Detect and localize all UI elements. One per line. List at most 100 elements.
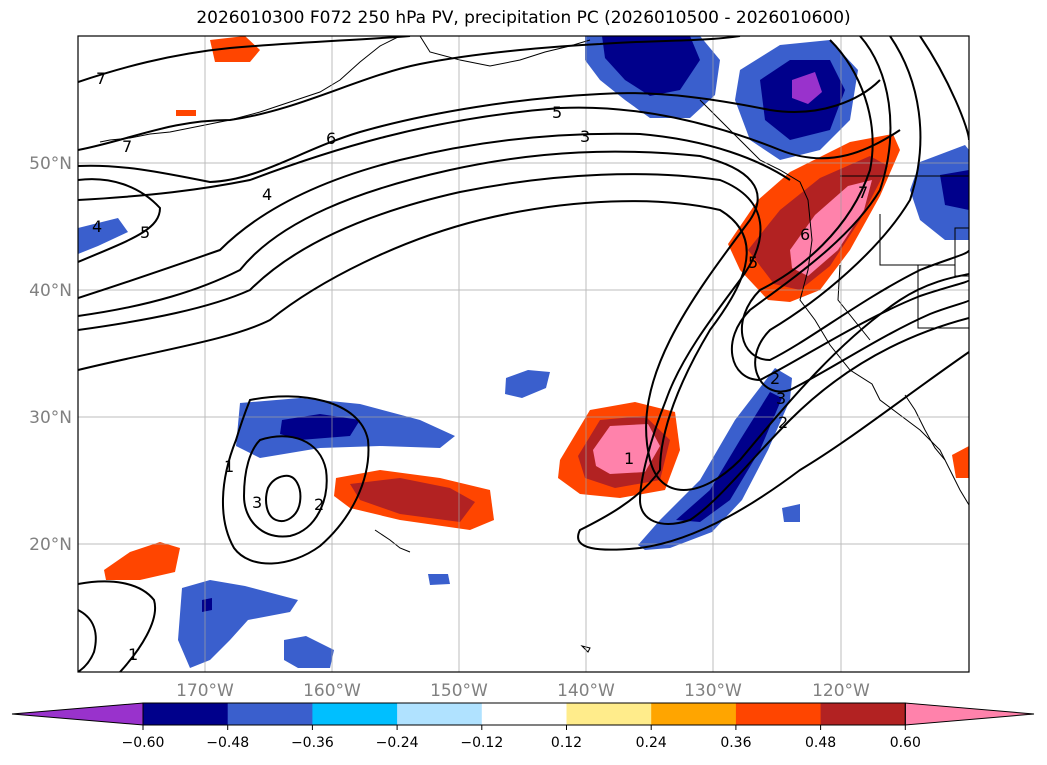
pv-contour-labels: 7 7 6 5 5 4 4 3 3 2 2 1 1 1 6 7 5 3 2 bbox=[92, 69, 868, 664]
map-title: 2026010300 F072 250 hPa PV, precipitatio… bbox=[196, 8, 851, 28]
pv-contour-7 bbox=[78, 36, 411, 83]
colorbar-tick-label: 0.12 bbox=[551, 735, 582, 751]
coastlines bbox=[99, 36, 969, 653]
colorbar-extend-low bbox=[11, 702, 144, 726]
pv-label-5-right: 5 bbox=[748, 253, 758, 272]
colorbar-tick-label: −0.48 bbox=[206, 735, 249, 751]
pv-contour-5 bbox=[78, 106, 901, 263]
colorbar-outline bbox=[142, 702, 906, 726]
pv-contour-sw-2 bbox=[78, 609, 97, 672]
pv-label-7-top: 7 bbox=[96, 69, 106, 88]
colorbar-segment bbox=[651, 703, 737, 725]
colorbar-segment bbox=[397, 703, 483, 725]
pv-contour-3 bbox=[78, 150, 969, 491]
colorbar-tick-label: 0.48 bbox=[805, 735, 836, 751]
colorbar-tick-label: 0.24 bbox=[636, 735, 667, 751]
lon-label-150w: 150°W bbox=[430, 681, 488, 701]
neg-right-edge bbox=[910, 145, 969, 240]
colorbar-segment bbox=[227, 703, 313, 725]
pv-contour-ridge-2 bbox=[731, 36, 969, 382]
lon-label-140w: 140°W bbox=[557, 681, 615, 701]
pv-label-6: 6 bbox=[326, 129, 336, 148]
pv-contour-low-1 bbox=[221, 395, 370, 565]
pv-label-3-low: 3 bbox=[252, 493, 262, 512]
pv-contour-1 bbox=[78, 200, 969, 551]
pv-label-4-left: 4 bbox=[92, 217, 102, 236]
pv-contours bbox=[78, 36, 969, 672]
pv-label-2-right-b: 2 bbox=[770, 369, 780, 388]
lat-label-40n: 40°N bbox=[29, 281, 72, 301]
pv-contour-7b bbox=[78, 36, 741, 151]
longitude-axis: 170°W 160°W 150°W 140°W 130°W 120°W bbox=[176, 681, 870, 701]
pv-contour-sw bbox=[78, 580, 157, 672]
pv-contour-low-2 bbox=[242, 435, 328, 538]
colorbar-tick-label: 0.36 bbox=[720, 735, 751, 751]
colorbar-extend-high bbox=[904, 702, 1035, 726]
pv-label-7-left: 7 bbox=[122, 137, 132, 156]
neg-blob-small-se bbox=[782, 504, 800, 522]
latitude-axis: 50°N 40°N 30°N 20°N bbox=[29, 154, 72, 555]
colorbar-tick-label: −0.36 bbox=[291, 735, 334, 751]
colorbar-segment bbox=[481, 703, 567, 725]
pos-blob-small bbox=[176, 110, 196, 116]
neg-blob-35n bbox=[505, 370, 550, 398]
colorbar-segment bbox=[312, 703, 398, 725]
colorbar-tick-label: 0.60 bbox=[890, 735, 921, 751]
pv-label-1-low: 1 bbox=[224, 457, 234, 476]
pv-label-5-left: 5 bbox=[140, 223, 150, 242]
colorbar-segment bbox=[735, 703, 822, 725]
pv-label-5-top: 5 bbox=[552, 103, 562, 122]
pv-label-1-sw: 1 bbox=[128, 645, 138, 664]
pv-label-6-right: 6 bbox=[800, 225, 810, 244]
plot-area: 7 7 6 5 5 4 4 3 3 2 2 1 1 1 6 7 5 3 2 bbox=[78, 36, 969, 672]
neg-blob-12n-core bbox=[202, 598, 212, 612]
neg-band-28n-core bbox=[280, 414, 360, 440]
colorbar-segment bbox=[566, 703, 652, 725]
state-border-4 bbox=[917, 265, 969, 329]
lon-label-170w: 170°W bbox=[176, 681, 234, 701]
pos-blob-right-edge bbox=[952, 446, 969, 478]
pv-label-1-mid: 1 bbox=[624, 449, 634, 468]
lat-label-30n: 30°N bbox=[29, 408, 72, 428]
pv-contour-4 bbox=[78, 132, 791, 299]
neg-alaska-core bbox=[602, 36, 700, 96]
baja-coast bbox=[904, 394, 946, 461]
pos-band-24n-core bbox=[350, 478, 475, 522]
colorbar-segment bbox=[820, 703, 906, 725]
neg-blob-10n bbox=[284, 636, 334, 668]
pv-label-3-top: 3 bbox=[580, 127, 590, 146]
colorbar-segment bbox=[143, 703, 229, 725]
lon-label-160w: 160°W bbox=[303, 681, 361, 701]
pos-blob-20n-west bbox=[104, 542, 180, 580]
gridlines bbox=[78, 36, 969, 672]
pv-contour-low-3 bbox=[265, 474, 302, 522]
neg-blob-17n bbox=[428, 574, 450, 585]
state-border-3 bbox=[837, 264, 871, 341]
pos-blob-27n-pink bbox=[593, 424, 660, 474]
lat-label-20n: 20°N bbox=[29, 535, 72, 555]
pv-label-7-right: 7 bbox=[858, 183, 868, 202]
pv-contour-6 bbox=[78, 79, 881, 184]
pv-label-2-low: 2 bbox=[314, 495, 324, 514]
state-border-2 bbox=[879, 214, 955, 266]
neg-bc-purple bbox=[792, 72, 822, 104]
pv-label-4-mid: 4 bbox=[262, 185, 272, 204]
neg-band-southeast bbox=[638, 368, 792, 550]
aleutian-islands bbox=[99, 36, 401, 143]
lon-label-120w: 120°W bbox=[812, 681, 870, 701]
neg-blob-left-edge bbox=[78, 218, 128, 254]
pv-label-2-right: 2 bbox=[778, 413, 788, 432]
neg-right-edge-core bbox=[940, 170, 969, 210]
state-border-5 bbox=[954, 227, 969, 277]
colorbar-tick-label: −0.60 bbox=[122, 735, 165, 751]
pos-blob-top-left bbox=[210, 36, 260, 62]
plot-border bbox=[77, 35, 970, 673]
pv-contour-ridge-4 bbox=[919, 36, 969, 141]
lat-label-50n: 50°N bbox=[29, 154, 72, 174]
colorbar-tick-label: −0.12 bbox=[460, 735, 503, 751]
colorbar: −0.60 −0.48 −0.36 −0.24 −0.12 0.12 0.24 0.36 0.4… bbox=[11, 702, 1035, 751]
lon-label-130w: 130°W bbox=[684, 681, 742, 701]
colorbar-tick-label: −0.24 bbox=[376, 735, 419, 751]
pv-contour-ridge-3 bbox=[754, 36, 969, 393]
